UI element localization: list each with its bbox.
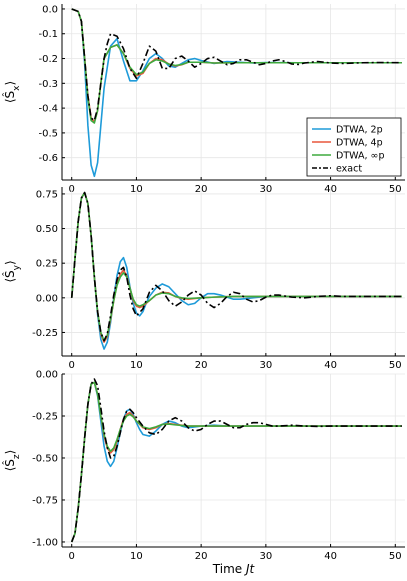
series-line-dtwa_inf xyxy=(70,381,402,543)
legend-label: DTWA, 2p xyxy=(336,125,383,136)
x-tick-label: 20 xyxy=(195,551,208,562)
series-line-dtwa_inf xyxy=(70,191,402,342)
series-line-dtwa_inf xyxy=(71,8,402,124)
x-tick-label: 0 xyxy=(69,360,75,371)
y-tick-label: 0.25 xyxy=(36,259,58,270)
series-line-dtwa_2p xyxy=(70,381,402,543)
legend-label: DTWA, ∞p xyxy=(336,151,384,162)
x-tick-label: 30 xyxy=(259,551,272,562)
panel-2: 0 10 20 30 40 50 0.75 0.50 0.25 0.00 -0.25 xyxy=(32,187,405,371)
x-tick-label: 10 xyxy=(130,551,143,562)
x-tick-label: 30 xyxy=(259,360,272,371)
legend-label: exact xyxy=(336,164,362,175)
y-tick-label: -0.25 xyxy=(32,411,58,422)
y-tick-label: -0.2 xyxy=(38,54,58,65)
y-tick-label: -0.6 xyxy=(38,153,58,164)
x-tick-label: 40 xyxy=(324,360,337,371)
panel-1: 010203040500.0-0.1-0.2-0.3-0.4-0.5-0.6DT… xyxy=(38,4,405,195)
x-tick-label: 0 xyxy=(69,551,75,562)
legend-box xyxy=(306,117,402,177)
series-line-exact xyxy=(70,378,402,543)
y-tick-label: 0.0 xyxy=(42,4,58,15)
y-tick-label: 0.75 xyxy=(36,189,58,200)
y-tick-label: -0.3 xyxy=(38,79,58,90)
y-tick-label: -0.75 xyxy=(32,495,58,506)
y-axis-label: ⟨Ŝz⟩ xyxy=(2,450,22,472)
y-tick-label: -1.00 xyxy=(32,537,58,548)
legend-label: DTWA, 4p xyxy=(336,138,383,149)
series-line-dtwa_4p xyxy=(70,381,402,543)
series-group xyxy=(70,378,402,543)
panel-3: 0 10 20 30 40 50 0.00 -0.25 -0.50 -0.75 -1.00 Time … xyxy=(32,370,405,576)
y-tick-label: -0.4 xyxy=(38,104,58,115)
y-tick-label: 0.50 xyxy=(36,224,58,235)
x-tick-label: 50 xyxy=(389,360,402,371)
series-line-dtwa_4p xyxy=(71,8,402,123)
y-tick-label: -0.1 xyxy=(38,29,58,40)
y-tick-label: 0.00 xyxy=(36,293,58,304)
x-tick-label: 50 xyxy=(389,551,402,562)
y-axis-label: ⟨Ŝx⟩ xyxy=(2,81,22,103)
series-group xyxy=(70,191,402,350)
y-tick-label: -0.25 xyxy=(32,328,58,339)
series-line-exact xyxy=(70,191,402,342)
x-tick-label: 20 xyxy=(195,360,208,371)
series-line-exact xyxy=(71,8,402,122)
y-tick-label: -0.50 xyxy=(32,453,58,464)
y-tick-label: 0.00 xyxy=(36,370,58,381)
legend: DTWA, 2p DTWA, 4p DTWA, ∞p exact xyxy=(306,117,402,177)
series-line-dtwa_4p xyxy=(70,191,402,343)
x-axis-label: Time Jt xyxy=(212,562,256,576)
y-tick-label: -0.5 xyxy=(38,128,58,139)
series-group xyxy=(71,8,402,178)
x-tick-label: 40 xyxy=(324,551,337,562)
x-tick-label: 10 xyxy=(130,360,143,371)
series-line-dtwa_2p xyxy=(70,191,402,350)
y-axis-label: ⟨Ŝy⟩ xyxy=(2,260,22,282)
